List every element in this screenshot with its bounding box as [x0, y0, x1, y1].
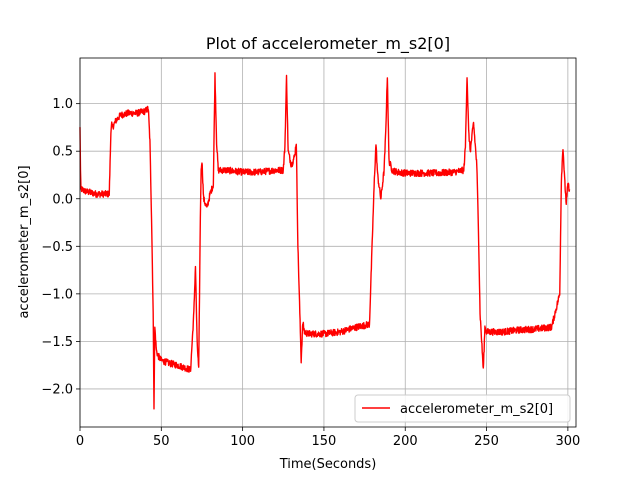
x-axis-label: Time(Seconds) — [279, 457, 377, 472]
y-tick-label: −1.0 — [41, 287, 73, 302]
y-tick-label: 0.5 — [52, 145, 73, 160]
y-tick-label: −1.5 — [41, 335, 73, 350]
x-axis-ticks: 0 50 100 150 200 250 300 — [76, 427, 580, 449]
series-line-accelerometer — [79, 72, 571, 410]
y-tick-label: −2.0 — [41, 382, 73, 397]
x-tick-label: 100 — [230, 434, 255, 449]
y-axis-ticks: −2.0 −1.5 −1.0 −0.5 0.0 0.5 1.0 — [41, 97, 80, 397]
grid — [79, 58, 576, 427]
legend-box — [354, 394, 571, 423]
y-tick-label: 0.0 — [52, 192, 73, 207]
x-tick-label: 150 — [312, 434, 337, 449]
x-tick-label: 200 — [393, 434, 418, 449]
y-axis-label: accelerometer_m_s2[0] — [17, 165, 32, 318]
x-tick-label: 300 — [555, 434, 580, 449]
legend-label: accelerometer_m_s2[0] — [400, 402, 553, 417]
y-tick-label: 1.0 — [52, 97, 73, 112]
plot-area-frame — [79, 57, 577, 428]
y-tick-label: −0.5 — [41, 240, 73, 255]
x-tick-label: 0 — [76, 434, 84, 449]
legend: accelerometer_m_s2[0] — [354, 394, 571, 423]
chart-title: Plot of accelerometer_m_s2[0] — [206, 34, 450, 54]
series-layer — [79, 72, 571, 410]
x-tick-label: 250 — [474, 434, 499, 449]
x-tick-label: 50 — [153, 434, 170, 449]
